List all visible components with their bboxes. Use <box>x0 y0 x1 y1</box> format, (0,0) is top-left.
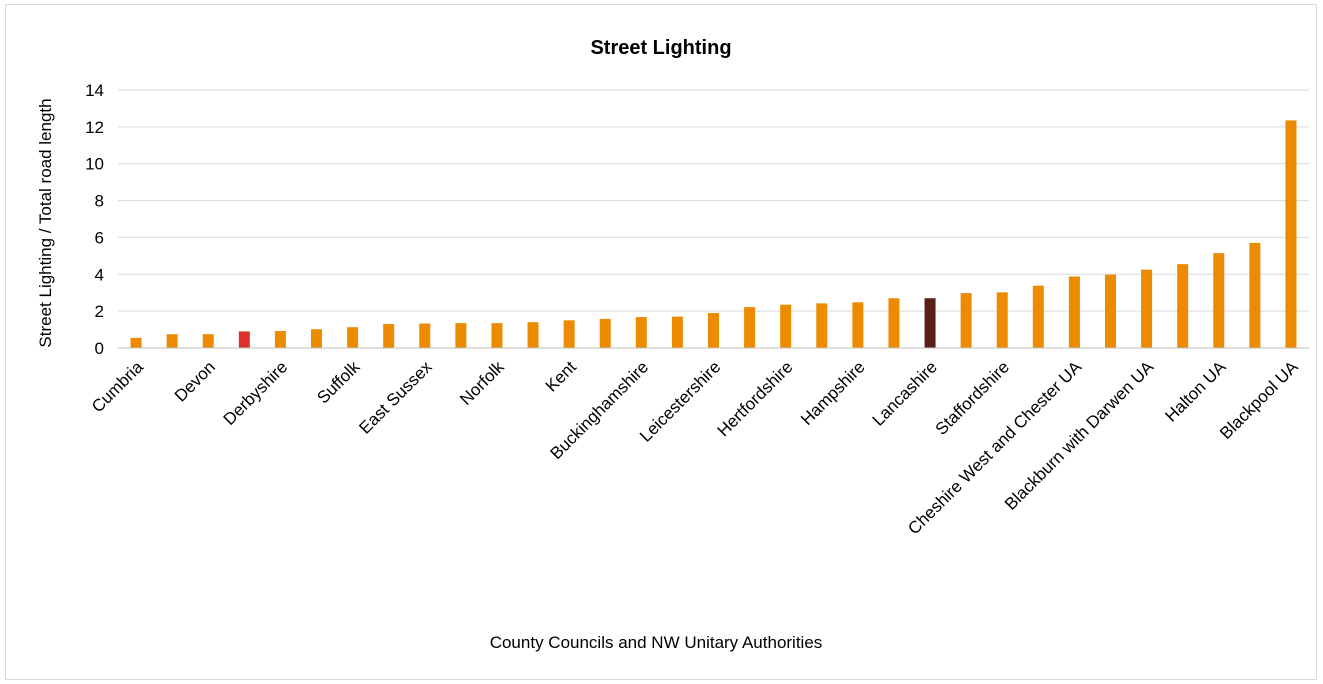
bar <box>383 324 395 348</box>
bar <box>888 298 900 348</box>
bar <box>1285 120 1297 349</box>
y-axis-title: Street Lighting / Total road length <box>36 98 55 347</box>
bar <box>311 329 322 348</box>
bar <box>671 316 683 348</box>
x-category-label: Devon <box>171 357 219 405</box>
bar <box>816 303 828 348</box>
chart-frame: Street Lighting 0 2 4 6 8 10 12 14 Cumbria Devon… <box>5 4 1317 680</box>
x-category-label: Hampshire <box>797 357 869 429</box>
bar <box>1213 253 1225 348</box>
y-tick-label: 2 <box>95 302 104 321</box>
y-tick-label: 8 <box>95 192 104 211</box>
bar <box>563 320 575 348</box>
bar <box>780 304 792 348</box>
bar <box>1032 285 1044 348</box>
bar <box>166 334 178 348</box>
bar <box>419 323 431 348</box>
x-category-label: Halton UA <box>1161 357 1230 426</box>
x-category-label: Blackpool UA <box>1216 357 1302 443</box>
bar <box>924 298 936 348</box>
y-tick-label: 12 <box>85 118 104 137</box>
y-tick-label: 10 <box>85 155 104 174</box>
bar <box>1177 264 1189 348</box>
bar <box>491 323 503 348</box>
x-category-label: Hertfordshire <box>714 357 797 440</box>
x-category-label: Staffordshire <box>932 357 1013 438</box>
bar <box>744 307 756 348</box>
street-lighting-chart: Street Lighting 0 2 4 6 8 10 12 14 Cumbria Devon… <box>36 37 1309 652</box>
bar <box>852 302 864 348</box>
bar <box>1141 269 1153 348</box>
y-tick-label: 0 <box>95 339 104 358</box>
y-axis-ticks: 0 2 4 6 8 10 12 14 <box>85 81 104 358</box>
x-category-label: Cumbria <box>88 357 147 416</box>
bar <box>996 292 1008 348</box>
bar <box>347 327 359 348</box>
bar <box>599 318 611 348</box>
bar <box>527 322 539 348</box>
bar <box>455 323 467 348</box>
bar <box>202 334 214 348</box>
bar <box>1105 274 1116 348</box>
x-category-label: Blackburn with Darwen UA <box>1001 357 1158 514</box>
chart-title: Street Lighting <box>590 37 731 59</box>
bar <box>274 331 286 348</box>
bar <box>960 293 972 348</box>
bar <box>1068 276 1080 348</box>
x-category-label: Lancashire <box>869 357 941 429</box>
bars <box>130 120 1297 349</box>
gridlines <box>118 89 1309 312</box>
x-category-label: Norfolk <box>456 357 508 409</box>
x-category-label: Kent <box>542 357 580 395</box>
bar <box>708 312 719 348</box>
y-tick-label: 6 <box>95 228 104 247</box>
x-category-label: East Sussex <box>355 357 436 438</box>
bar <box>238 331 250 348</box>
bar <box>130 337 142 348</box>
x-axis-title: County Councils and NW Unitary Authoriti… <box>490 633 823 652</box>
y-tick-label: 14 <box>85 81 104 100</box>
x-category-label: Derbyshire <box>220 357 292 429</box>
x-category-label: Suffolk <box>313 357 363 407</box>
bar <box>635 317 647 348</box>
y-tick-label: 4 <box>95 265 104 284</box>
bar <box>1249 242 1261 348</box>
